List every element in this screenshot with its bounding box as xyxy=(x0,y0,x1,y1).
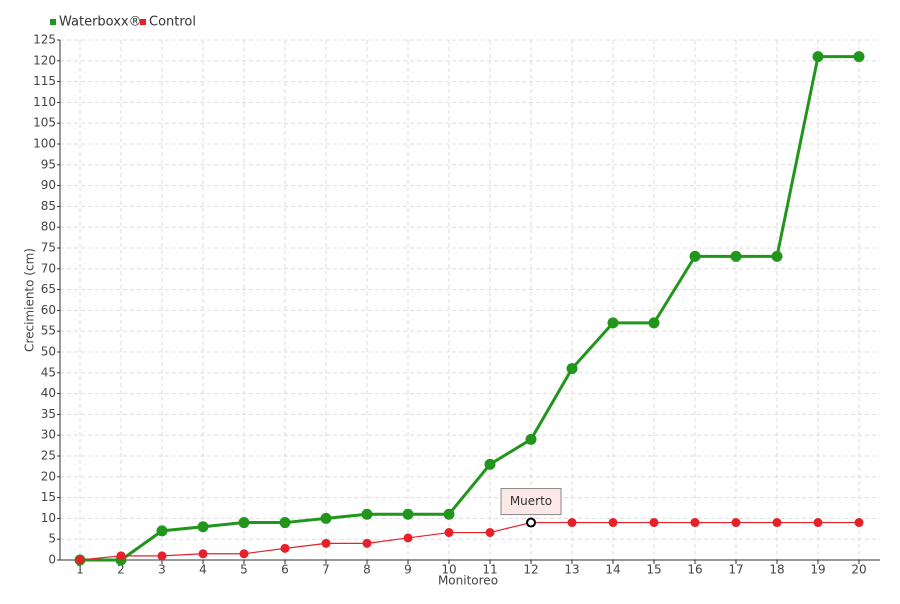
data-point xyxy=(772,518,782,528)
data-point xyxy=(526,517,536,528)
data-point xyxy=(197,521,209,533)
data-point xyxy=(116,551,126,561)
y-tick-label: 25 xyxy=(41,449,56,463)
series-line xyxy=(79,521,859,561)
data-point xyxy=(730,250,742,262)
data-point xyxy=(649,518,659,528)
y-tick-label: 10 xyxy=(41,511,56,525)
y-tick-label: 80 xyxy=(41,220,56,234)
data-point xyxy=(812,51,824,63)
x-tick-label: 10 xyxy=(441,563,456,577)
x-tick-label: 19 xyxy=(810,563,825,577)
data-point xyxy=(485,528,495,538)
data-point xyxy=(648,317,660,329)
y-tick-label: 5 xyxy=(48,532,56,546)
y-tick-label: 65 xyxy=(41,282,56,296)
y-tick-label: 55 xyxy=(41,324,56,338)
y-tick-label: 110 xyxy=(33,95,56,109)
data-point xyxy=(566,363,578,375)
data-point xyxy=(362,538,372,548)
y-tick-label: 85 xyxy=(41,199,56,213)
data-point xyxy=(321,538,331,548)
y-tick-label: 120 xyxy=(33,53,56,67)
y-tick-label: 35 xyxy=(41,407,56,421)
y-tick-label: 75 xyxy=(41,241,56,255)
data-point xyxy=(567,518,577,528)
data-point xyxy=(280,543,290,553)
legend-swatch xyxy=(140,19,146,25)
data-point xyxy=(771,250,783,262)
data-point xyxy=(361,508,373,520)
x-tick-label: 20 xyxy=(851,563,866,577)
data-point xyxy=(156,525,168,537)
data-point xyxy=(854,518,864,528)
y-tick-label: 20 xyxy=(41,469,56,483)
y-tick-label: 70 xyxy=(41,261,56,275)
x-tick-label: 15 xyxy=(646,563,661,577)
x-tick-label: 8 xyxy=(363,563,371,577)
data-point xyxy=(443,508,455,520)
y-tick-label: 15 xyxy=(41,490,56,504)
y-tick-label: 60 xyxy=(41,303,56,317)
x-tick-label: 13 xyxy=(564,563,579,577)
data-point xyxy=(813,518,823,528)
annotation-box xyxy=(500,488,562,516)
data-point xyxy=(853,51,865,63)
x-tick-label: 18 xyxy=(769,563,784,577)
x-tick-label: 14 xyxy=(605,563,620,577)
x-tick-label: 11 xyxy=(482,563,497,577)
data-point xyxy=(198,549,208,559)
y-tick-label: 40 xyxy=(41,386,56,400)
data-point xyxy=(320,512,332,524)
y-tick-label: 90 xyxy=(41,178,56,192)
data-point xyxy=(402,508,414,520)
x-tick-label: 6 xyxy=(281,563,289,577)
data-point xyxy=(444,528,454,538)
y-tick-label: 30 xyxy=(41,428,56,442)
data-point xyxy=(239,549,249,559)
y-tick-label: 50 xyxy=(41,345,56,359)
data-point xyxy=(690,518,700,528)
legend-label: Waterboxx® xyxy=(59,15,142,30)
data-point xyxy=(484,458,496,470)
y-tick-label: 0 xyxy=(48,553,56,567)
y-tick-label: 45 xyxy=(41,365,56,379)
series-line xyxy=(80,55,859,562)
x-tick-label: 12 xyxy=(523,563,538,577)
legend-swatch xyxy=(50,19,56,25)
x-tick-label: 7 xyxy=(322,563,330,577)
x-tick-label: 16 xyxy=(687,563,702,577)
data-point xyxy=(607,317,619,329)
x-tick-label: 1 xyxy=(76,563,84,577)
x-tick-label: 5 xyxy=(240,563,248,577)
data-point xyxy=(75,555,85,565)
data-point xyxy=(238,517,250,529)
data-point xyxy=(157,551,167,561)
y-axis-label: Crecimiento (cm) xyxy=(23,248,37,352)
x-tick-label: 17 xyxy=(728,563,743,577)
annotation: Muerto xyxy=(510,494,552,508)
y-tick-label: 100 xyxy=(33,137,56,151)
x-tick-label: 2 xyxy=(117,563,125,577)
x-tick-label: 4 xyxy=(199,563,207,577)
data-point xyxy=(403,533,413,543)
y-tick-label: 125 xyxy=(33,33,56,47)
y-tick-label: 105 xyxy=(33,116,56,130)
data-point xyxy=(731,518,741,528)
legend-label: Control xyxy=(149,15,196,30)
data-point xyxy=(525,433,537,445)
x-tick-label: 9 xyxy=(404,563,412,577)
data-point xyxy=(689,250,701,262)
x-tick-label: 3 xyxy=(158,563,166,577)
y-tick-label: 115 xyxy=(33,74,56,88)
x-axis-label: Monitoreo xyxy=(438,574,498,588)
data-point xyxy=(279,517,291,529)
y-tick-label: 95 xyxy=(41,157,56,171)
data-point xyxy=(608,518,618,528)
